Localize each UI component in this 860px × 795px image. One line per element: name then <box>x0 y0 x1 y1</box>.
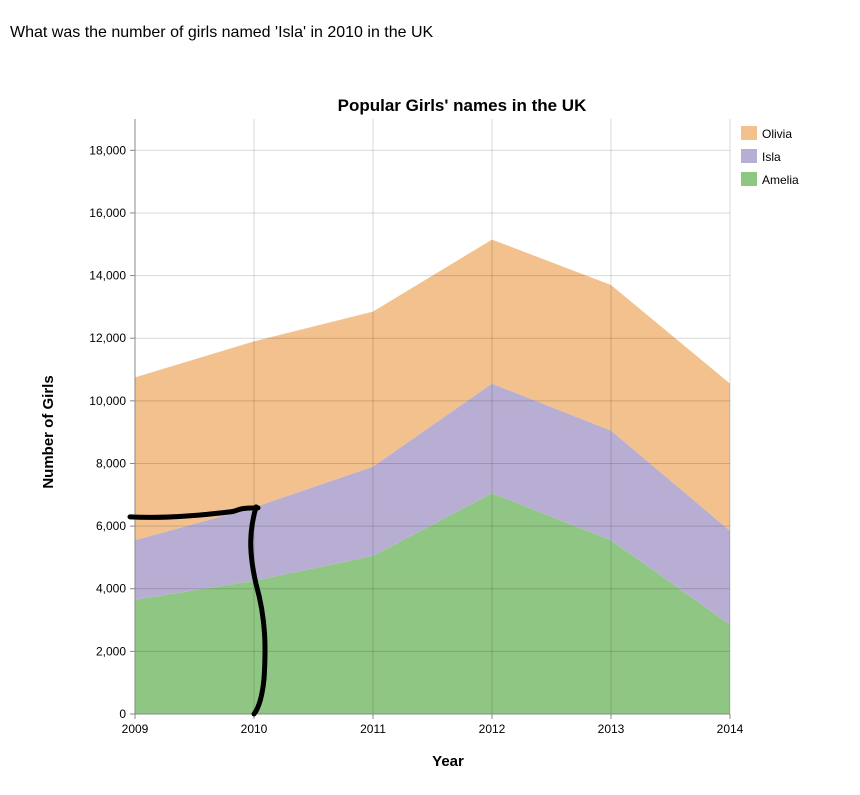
x-tick-label: 2013 <box>598 722 625 736</box>
x-tick-label: 2010 <box>241 722 268 736</box>
axes: 0 2,000 4,000 6,000 8,000 10,000 12,000 14,000 1… <box>89 119 744 736</box>
x-tick-label: 2012 <box>479 722 506 736</box>
legend-label-olivia: Olivia <box>762 127 792 141</box>
y-tick-label: 10,000 <box>89 394 126 408</box>
y-tick-label: 6,000 <box>96 519 126 533</box>
annotation-stroke <box>127 504 268 717</box>
y-tick-label: 18,000 <box>89 143 126 157</box>
y-tick-label: 8,000 <box>96 456 126 470</box>
y-tick-label: 0 <box>119 707 126 721</box>
grid-lines <box>135 119 731 714</box>
legend: Olivia Isla Amelia <box>741 126 799 187</box>
x-tick-label: 2009 <box>122 722 149 736</box>
x-tick-label: 2011 <box>360 722 386 736</box>
legend-swatch-isla <box>741 149 757 163</box>
x-tick-label: 2014 <box>717 722 744 736</box>
y-tick-label: 4,000 <box>96 582 126 596</box>
y-tick-label: 12,000 <box>89 331 126 345</box>
area-amelia <box>135 493 730 714</box>
legend-label-amelia: Amelia <box>762 173 799 187</box>
y-axis-title: Number of Girls <box>40 375 57 488</box>
y-tick-label: 16,000 <box>89 206 126 220</box>
y-tick-label: 14,000 <box>89 269 126 283</box>
legend-swatch-amelia <box>741 172 757 186</box>
legend-label-isla: Isla <box>762 150 781 164</box>
y-tick-label: 2,000 <box>96 644 126 658</box>
chart-title: Popular Girls' names in the UK <box>338 96 587 115</box>
x-axis-title: Year <box>432 753 464 770</box>
area-isla <box>135 383 730 625</box>
hand-drawn-annotation <box>127 504 268 717</box>
question-text: What was the number of girls named 'Isla… <box>10 24 434 41</box>
area-olivia <box>135 239 730 541</box>
stacked-areas <box>135 239 730 714</box>
legend-swatch-olivia <box>741 126 757 140</box>
